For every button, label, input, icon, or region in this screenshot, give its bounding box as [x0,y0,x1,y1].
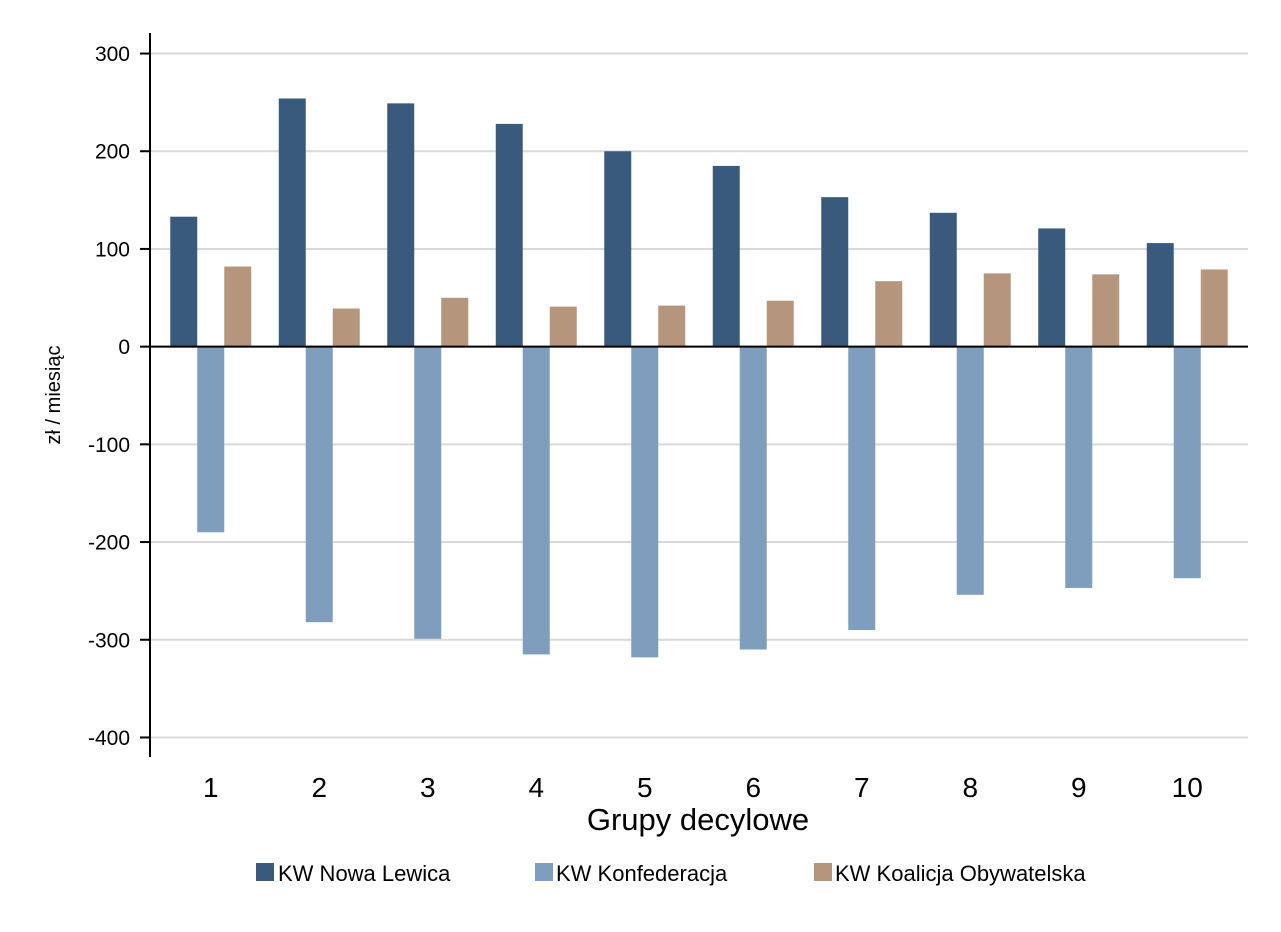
legend-item-konfederacja: KW Konfederacja [535,861,728,886]
bar-kw-konfederacja-7 [848,346,876,630]
bar-kw-koalicja-obywatelska-2 [332,308,360,347]
bar-kw-koalicja-obywatelska-7 [875,281,903,347]
bar-kw-koalicja-obywatelska-3 [441,297,469,347]
x-axis-title: Grupy decylowe [587,802,809,837]
bar-kw-nowa-lewica-7 [821,197,849,347]
bar-kw-koalicja-obywatelska-5 [658,305,686,347]
bar-kw-koalicja-obywatelska-9 [1092,274,1120,347]
bar-kw-nowa-lewica-5 [604,151,632,347]
y-tick-label-minus-300: -300 [88,629,130,652]
bar-kw-nowa-lewica-2 [278,98,306,347]
bar-kw-nowa-lewica-1 [170,216,198,347]
bars [170,98,1228,658]
legend: KW Nowa Lewica KW Konfederacja KW Koalic… [256,861,1086,886]
bar-kw-konfederacja-1 [197,346,225,533]
x-tick-label-8: 8 [962,772,978,803]
legend-swatch-koalicja-obywatelska [814,863,832,881]
y-tick-label-0: 0 [118,336,130,359]
y-tick-labels: 300 200 100 0 -100 -200 -300 -400 [88,43,130,750]
x-tick-label-7: 7 [854,772,870,803]
bar-kw-konfederacja-3 [414,346,442,639]
legend-swatch-nowa-lewica [256,863,274,881]
x-tick-label-3: 3 [420,772,436,803]
y-tick-label-minus-400: -400 [88,727,130,750]
bar-kw-konfederacja-10 [1173,346,1201,579]
x-tick-label-10: 10 [1172,772,1203,803]
bar-kw-koalicja-obywatelska-6 [766,300,794,347]
legend-swatch-konfederacja [535,863,553,881]
y-tick-label-300: 300 [95,43,130,66]
bar-kw-konfederacja-4 [522,346,550,655]
bar-kw-nowa-lewica-3 [387,103,415,347]
bar-kw-koalicja-obywatelska-8 [983,273,1011,347]
bar-kw-nowa-lewica-8 [929,212,957,347]
y-tick-label-minus-200: -200 [88,532,130,555]
legend-label-konfederacja: KW Konfederacja [556,861,728,886]
bar-kw-konfederacja-2 [305,346,333,623]
x-tick-labels: 1 2 3 4 5 6 7 8 9 10 [203,772,1203,803]
y-axis-title: zł / miesiąc [43,346,65,445]
bar-kw-nowa-lewica-4 [495,123,523,347]
bar-kw-koalicja-obywatelska-1 [224,266,252,347]
x-tick-label-1: 1 [203,772,219,803]
bar-kw-konfederacja-5 [631,346,659,658]
bar-kw-koalicja-obywatelska-10 [1200,269,1228,347]
x-tick-label-5: 5 [637,772,653,803]
legend-label-nowa-lewica: KW Nowa Lewica [278,861,451,886]
bar-kw-nowa-lewica-10 [1146,243,1174,347]
legend-item-nowa-lewica: KW Nowa Lewica [256,861,451,886]
bar-kw-konfederacja-8 [956,346,984,595]
x-tick-label-4: 4 [528,772,544,803]
y-tick-label-minus-100: -100 [88,434,130,457]
legend-label-koalicja-obywatelska: KW Koalicja Obywatelska [835,861,1086,886]
x-tick-label-9: 9 [1071,772,1087,803]
bar-kw-konfederacja-9 [1065,346,1093,588]
bar-kw-koalicja-obywatelska-4 [549,306,577,347]
x-tick-label-6: 6 [745,772,761,803]
x-tick-label-2: 2 [311,772,327,803]
axes [140,33,1248,757]
y-tick-label-100: 100 [95,238,130,261]
bar-kw-nowa-lewica-9 [1038,228,1066,347]
legend-item-koalicja-obywatelska: KW Koalicja Obywatelska [814,861,1086,886]
bar-kw-konfederacja-6 [739,346,767,650]
y-tick-label-200: 200 [95,141,130,164]
bar-kw-nowa-lewica-6 [712,165,740,347]
